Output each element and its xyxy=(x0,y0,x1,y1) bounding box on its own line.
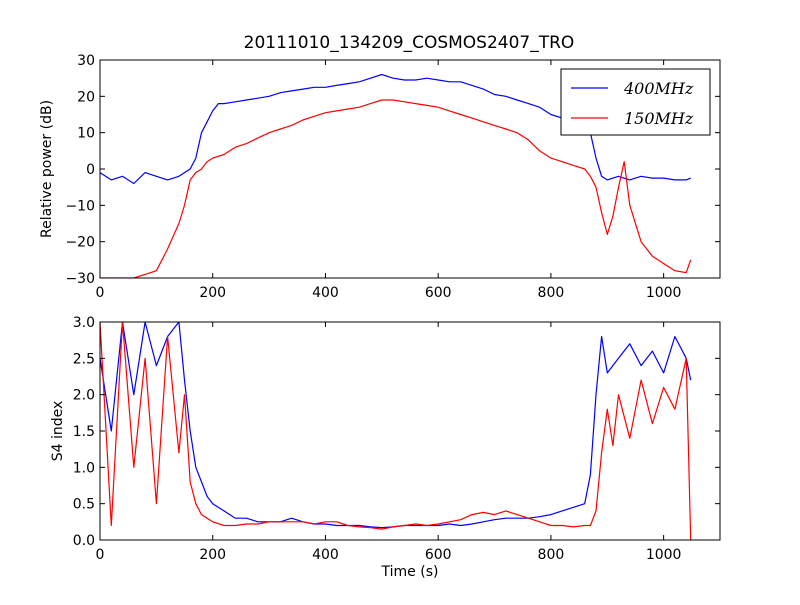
s4-x-tick-label: 0 xyxy=(96,547,105,563)
s4-y-tick-label: 0.0 xyxy=(73,533,95,549)
s4-x-tick-label: 1000 xyxy=(646,547,682,563)
s4-x-tick-label: 600 xyxy=(425,547,452,563)
s4-x-tick-label: 800 xyxy=(538,547,565,563)
power-series-group xyxy=(100,73,692,278)
power-series-line-400mhz xyxy=(100,73,691,185)
power-y-tick-label: −30 xyxy=(65,271,95,287)
s4-plot-area xyxy=(100,322,720,540)
legend-box xyxy=(560,68,711,136)
power-y-tick-label: 0 xyxy=(86,162,95,178)
s4-x-tick-label: 400 xyxy=(312,547,339,563)
power-y-tick-label: 10 xyxy=(77,126,95,142)
power-series-line-150mhz xyxy=(100,99,692,278)
figure-title: 20111010_134209_COSMOS2407_TRO xyxy=(244,33,575,53)
x-axis-label: Time (s) xyxy=(381,564,439,580)
s4-panel: 0 200 400 600 800 1000 0.0 0.5 1.0 1.5 2.0 2.5 3.0 S… xyxy=(50,315,721,580)
s4-series-group xyxy=(100,322,692,540)
s4-x-tick-label: 200 xyxy=(199,547,226,563)
power-x-tick-label: 1000 xyxy=(646,285,682,301)
power-x-tick-label: 200 xyxy=(199,285,226,301)
s4-y-tick-label: 3.0 xyxy=(73,315,95,331)
s4-y-tick-label: 1.0 xyxy=(73,460,95,476)
s4-y-tick-label: 2.5 xyxy=(73,351,95,367)
power-panel: 0 200 400 600 800 1000 −30 −20 −10 0 10 20 30 Relati… xyxy=(39,53,721,301)
power-x-tick-label: 0 xyxy=(96,285,105,301)
power-x-tick-label: 800 xyxy=(538,285,565,301)
s4-y-axis-label: S4 index xyxy=(50,401,66,462)
power-axes-ticks: 0 200 400 600 800 1000 −30 −20 −10 0 10 20 30 xyxy=(65,53,720,301)
power-x-tick-label: 600 xyxy=(425,285,452,301)
power-y-tick-label: −20 xyxy=(65,235,95,251)
legend-label-400mhz: 400MHz xyxy=(623,79,694,98)
s4-y-tick-label: 0.5 xyxy=(73,497,95,513)
legend: 400MHz 150MHz xyxy=(560,68,711,136)
power-y-axis-label: Relative power (dB) xyxy=(39,100,55,238)
legend-label-150mhz: 150MHz xyxy=(624,109,694,128)
s4-axes-ticks: 0 200 400 600 800 1000 0.0 0.5 1.0 1.5 2.0 2.5 3.0 xyxy=(73,315,720,563)
power-x-tick-label: 400 xyxy=(312,285,339,301)
power-y-tick-label: −10 xyxy=(65,198,95,214)
s4-y-tick-label: 1.5 xyxy=(73,424,95,440)
s4-series-line-150mhz xyxy=(100,322,692,540)
power-y-tick-label: 20 xyxy=(77,89,95,105)
power-y-tick-label: 30 xyxy=(77,53,95,69)
s4-y-tick-label: 2.0 xyxy=(73,388,95,404)
